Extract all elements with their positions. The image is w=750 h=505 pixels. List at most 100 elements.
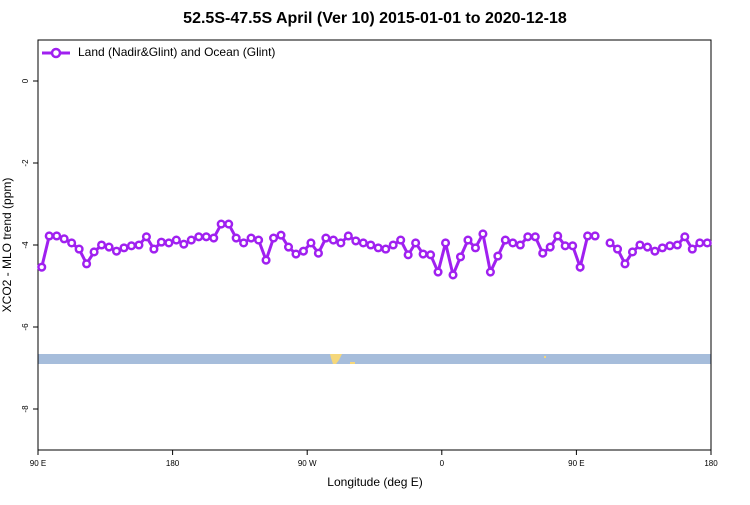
land-patch <box>544 356 546 358</box>
x-tick-label: 90 E <box>30 459 46 468</box>
data-point <box>67 238 77 248</box>
data-point <box>657 243 667 253</box>
data-point <box>104 242 114 252</box>
y-tick-label: -2 <box>21 159 30 167</box>
data-point <box>89 247 99 257</box>
data-point <box>560 241 570 251</box>
y-axis-label: XCO2 - MLO trend (ppm) <box>0 178 14 313</box>
land-patch <box>350 362 355 364</box>
data-point <box>351 236 361 246</box>
data-point <box>515 240 525 250</box>
data-point <box>186 235 196 245</box>
land-patch <box>330 354 342 364</box>
y-tick-label: -4 <box>21 241 30 249</box>
data-point <box>224 219 234 229</box>
data-point <box>37 262 47 272</box>
data-point <box>695 238 705 248</box>
data-point <box>97 240 107 250</box>
data-point <box>298 246 309 256</box>
data-point <box>605 238 615 248</box>
data-point <box>590 231 600 241</box>
data-point <box>74 244 84 254</box>
x-axis-label: Longitude (deg E) <box>327 475 422 489</box>
x-tick-label: 180 <box>166 459 180 468</box>
data-point <box>126 241 137 251</box>
data-point <box>627 247 638 257</box>
data-point <box>680 232 690 242</box>
data-point <box>156 237 166 247</box>
data-point <box>59 234 69 244</box>
data-point <box>612 244 623 254</box>
data-point <box>530 232 540 242</box>
x-tick-label: 0 <box>440 459 445 468</box>
data-point <box>478 229 488 239</box>
data-point <box>500 235 510 245</box>
data-point <box>470 243 481 253</box>
data-point <box>343 231 353 241</box>
data-point <box>276 230 286 240</box>
data-point <box>209 233 219 243</box>
data-point <box>366 240 376 250</box>
data-point <box>568 241 578 251</box>
data-point <box>538 248 548 258</box>
data-point <box>134 240 144 250</box>
data-point <box>508 238 518 248</box>
data-point <box>313 248 323 258</box>
data-point <box>283 242 294 252</box>
y-tick-label: -6 <box>21 323 30 331</box>
x-tick-label: 90 E <box>568 459 584 468</box>
map-strip <box>38 354 711 364</box>
data-point <box>201 232 211 242</box>
data-point <box>672 240 682 250</box>
data-point <box>463 235 473 245</box>
data-point <box>111 246 122 256</box>
data-point <box>246 233 256 243</box>
data-point <box>82 259 92 269</box>
data-point <box>403 250 413 260</box>
data-point <box>216 219 226 229</box>
data-point <box>149 244 159 254</box>
data-point <box>485 267 495 277</box>
data-point <box>426 250 436 260</box>
data-point <box>396 235 406 245</box>
data-point <box>231 233 241 243</box>
y-tick-label: 0 <box>21 78 30 83</box>
legend-label: Land (Nadir&Glint) and Ocean (Glint) <box>78 45 275 59</box>
data-point <box>620 259 630 269</box>
data-point <box>119 243 129 253</box>
data-point <box>665 241 675 251</box>
data-point <box>336 238 346 248</box>
data-point <box>545 242 555 252</box>
data-point <box>523 232 533 242</box>
data-point <box>164 238 174 248</box>
data-point <box>269 233 279 243</box>
data-point <box>583 231 593 241</box>
y-tick-label: -8 <box>21 405 30 413</box>
data-point <box>455 252 466 262</box>
data-point <box>635 240 645 250</box>
data-point <box>306 238 316 248</box>
x-tick-label: 90 W <box>298 459 317 468</box>
data-point <box>171 235 181 245</box>
data-point <box>650 246 660 256</box>
data-point <box>291 249 301 259</box>
data-point <box>433 267 443 277</box>
data-point <box>448 270 458 280</box>
data-point <box>642 242 652 252</box>
data-point <box>179 239 189 249</box>
data-point <box>239 238 249 248</box>
data-point <box>254 235 264 245</box>
data-point <box>493 251 503 261</box>
data-point <box>44 231 54 241</box>
data-point <box>373 243 383 253</box>
data-point <box>321 233 331 243</box>
data-point <box>418 249 428 259</box>
data-point <box>52 231 62 241</box>
data-point <box>575 262 585 272</box>
legend-marker <box>50 47 62 59</box>
data-point <box>358 238 368 248</box>
data-point <box>388 240 398 250</box>
data-point <box>381 244 391 254</box>
data-point <box>194 232 204 242</box>
